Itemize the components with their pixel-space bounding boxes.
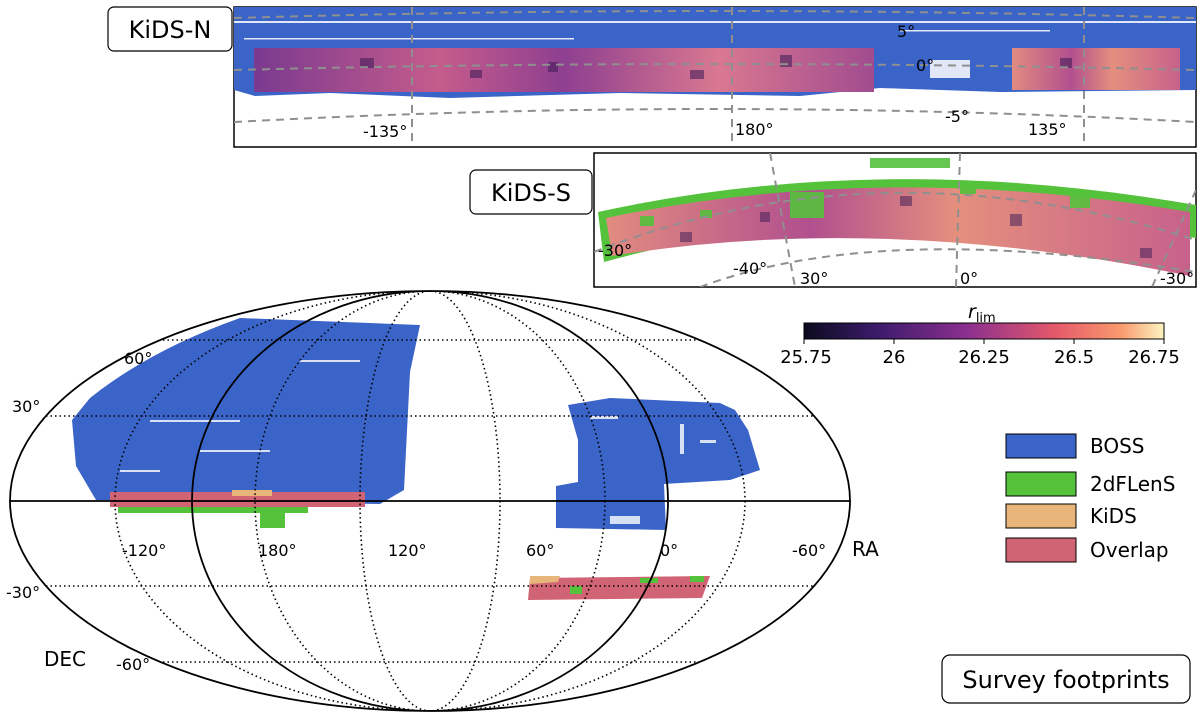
- figure-title-box: Survey footprints: [941, 654, 1191, 704]
- kids-south-panel: KiDS-S 30° 0° -30° -30° -40°: [469, 152, 1197, 288]
- kids-north-overlap-strip: [110, 492, 365, 507]
- legend-label-overlap: Overlap: [1090, 538, 1169, 562]
- boss-north-galactic: [72, 318, 420, 504]
- moll-ra-label-m60: -60°: [792, 541, 826, 560]
- legend-item-boss: BOSS: [1005, 433, 1145, 459]
- legend: BOSS 2dFLenS KiDS Overlap: [1005, 433, 1175, 563]
- colorbar-gradient: [803, 322, 1165, 340]
- figure-title: Survey footprints: [962, 666, 1169, 694]
- legend-item-kids: KiDS: [1005, 503, 1137, 529]
- south-kids-band: [606, 187, 1190, 276]
- south-ra-label-2: 0°: [960, 269, 978, 288]
- mollweide-outline: [9, 290, 851, 712]
- kids-south-label: KiDS-S: [491, 179, 571, 207]
- kids-north-panel: KiDS-N -135° 180° 135° 5° 0° -5°: [107, 6, 1197, 148]
- colorbar: rlim 25.75 26 26.25 26.5 26.75: [780, 301, 1180, 368]
- colorbar-tick-5: 26.75: [1128, 347, 1180, 368]
- moll-ra-label-180: 180°: [258, 541, 297, 560]
- twodflens-north-strip: [118, 507, 308, 513]
- north-dec-label-3: -5°: [945, 107, 969, 126]
- kids-south-only-strip: [530, 576, 560, 584]
- moll-dec-label-30: 30°: [12, 397, 40, 416]
- axis-dec-label: DEC: [44, 647, 86, 671]
- mollweide-skymap: 60° 30° -30° -60° -120° 180° 120° 60° 0°…: [6, 290, 879, 712]
- moll-ra-label-0: 0°: [660, 541, 678, 560]
- north-ra-label-1: -135°: [363, 122, 407, 141]
- boss-south-galactic: [556, 398, 760, 530]
- south-dec-label-1: -30°: [598, 241, 632, 260]
- moll-ra-label-120: 120°: [388, 541, 427, 560]
- moll-dec-label-m30: -30°: [6, 583, 40, 602]
- colorbar-tick-3: 26.25: [958, 347, 1010, 368]
- north-boss-band: [234, 7, 1196, 49]
- kids-north-label-box: KiDS-N: [107, 6, 233, 52]
- legend-item-overlap: Overlap: [1005, 537, 1169, 563]
- legend-swatch-boss: [1005, 433, 1077, 459]
- north-dec-label-2: 0°: [916, 56, 934, 75]
- axis-ra-label: RA: [852, 537, 879, 561]
- moll-ra-label-60: 60°: [526, 541, 554, 560]
- legend-swatch-2dflens: [1005, 471, 1077, 497]
- kids-north-only-strip: [232, 490, 272, 496]
- legend-swatch-overlap: [1005, 537, 1077, 563]
- twodflens-north-patch: [260, 510, 285, 528]
- legend-label-kids: KiDS: [1090, 504, 1137, 528]
- kids-south-label-box: KiDS-S: [469, 169, 593, 215]
- legend-label-boss: BOSS: [1090, 434, 1145, 458]
- south-ra-label-1: 30°: [800, 269, 828, 288]
- colorbar-tick-2: 26: [883, 347, 906, 368]
- north-dec-label-1: 5°: [897, 22, 915, 41]
- south-ra-label-3: -30°: [1160, 269, 1194, 288]
- north-kids-strip-east: [1012, 48, 1180, 90]
- legend-item-2dflens: 2dFLenS: [1005, 471, 1175, 497]
- colorbar-tick-1: 25.75: [780, 347, 832, 368]
- colorbar-title: rlim: [968, 301, 996, 326]
- north-ra-label-3: 135°: [1028, 120, 1067, 139]
- north-ra-label-2: 180°: [735, 120, 774, 139]
- colorbar-tick-4: 26.5: [1054, 347, 1094, 368]
- legend-swatch-kids: [1005, 503, 1077, 529]
- moll-dec-label-60: 60°: [124, 349, 152, 368]
- kids-north-label: KiDS-N: [129, 16, 212, 44]
- south-dec-label-2: -40°: [733, 259, 767, 278]
- north-kids-strip-main: [254, 48, 874, 92]
- legend-label-2dflens: 2dFLenS: [1090, 472, 1175, 496]
- moll-ra-label-m120: -120°: [122, 541, 166, 560]
- moll-dec-label-m60: -60°: [116, 655, 150, 674]
